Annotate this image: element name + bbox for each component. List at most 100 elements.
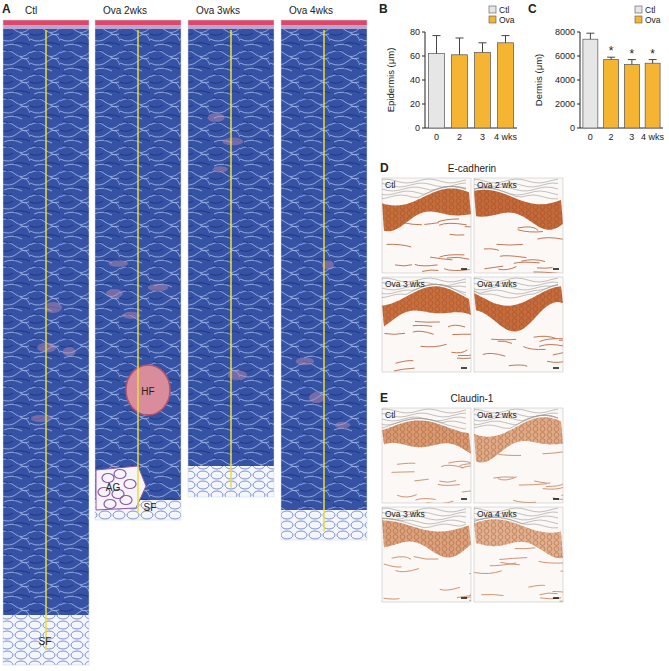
dermal-strand (440, 587, 460, 590)
error-cap (456, 38, 464, 39)
panel-label: C (528, 2, 537, 16)
y-tick (577, 32, 580, 33)
error-bar (456, 38, 464, 55)
tissue (474, 408, 563, 503)
epidermis (281, 20, 367, 25)
y-tick-label: 8000 (555, 27, 575, 37)
dermal-strand (499, 558, 527, 560)
dermal-strand (427, 501, 454, 503)
dermal-strand (424, 223, 438, 225)
dermal-strand (465, 226, 471, 228)
column-label: Ova 2wks (103, 5, 147, 16)
vessel (109, 260, 129, 267)
x-tick-label: 4 wks (641, 132, 665, 142)
histology-column: Ova 2wksHFAGSF (95, 5, 181, 520)
bar (604, 60, 619, 128)
vessel (106, 289, 123, 298)
tissue (281, 20, 367, 540)
scale-bar (553, 367, 559, 369)
vessel (222, 138, 243, 146)
vessel (148, 284, 169, 291)
dermal-strand (384, 598, 400, 600)
background (474, 507, 563, 602)
image-label: Ova 3 wks (385, 509, 425, 519)
significance: * (650, 47, 655, 61)
y-tick-label: 0 (570, 123, 575, 133)
dermal-strand (469, 572, 471, 573)
measure-line (230, 30, 232, 488)
dermal-strand (395, 265, 412, 266)
epidermis-cells (474, 286, 563, 331)
dermal-strand (498, 341, 512, 343)
dermal-strand (521, 260, 545, 262)
epidermis-cells (474, 190, 563, 230)
error-bar (502, 36, 510, 43)
y-tick (422, 56, 425, 57)
dermal-strand (513, 500, 536, 502)
dermal-strand (413, 331, 434, 334)
dermal-strand (460, 464, 471, 466)
panel-label: D (380, 161, 389, 175)
epidermis-basal (95, 25, 181, 29)
significance: * (630, 47, 635, 61)
figure: ACtlSFOva 2wksHFAGSFOva 3wksOva 4wksDE-c… (0, 0, 669, 671)
frame (474, 507, 563, 602)
background (382, 178, 471, 273)
vessel (37, 343, 56, 353)
epidermis (474, 190, 563, 230)
frame (382, 507, 471, 602)
dermal-strand (448, 325, 465, 327)
y-tick (577, 80, 580, 81)
histology-column: Ova 4wks (281, 5, 367, 540)
scale-bar (553, 268, 559, 270)
dermal-strand (447, 257, 470, 259)
panel-label: E (380, 391, 388, 405)
y-axis-label: Dermis (μm) (533, 54, 544, 106)
dermal-strand (414, 479, 428, 481)
tissue (382, 408, 471, 503)
x-tick-label: 3 (629, 132, 634, 142)
error-cap (479, 42, 487, 43)
bar-chart: C020004000600080000234 wksDermis (μm)Ctl… (528, 2, 665, 142)
frame (95, 20, 181, 520)
panel-label: A (2, 2, 11, 16)
frame (382, 178, 471, 273)
legend-swatch (489, 6, 496, 13)
dermal-strand (394, 368, 415, 371)
dermal-strand (413, 325, 432, 327)
bar (624, 64, 639, 128)
dermal-strand (518, 230, 543, 232)
error-line (482, 43, 483, 53)
dermal-strand (491, 339, 516, 341)
y-tick (422, 32, 425, 33)
tissue (382, 277, 471, 372)
dermal-strand (387, 244, 411, 247)
dermal-strand (534, 336, 557, 338)
tissue (382, 178, 471, 273)
frame (281, 20, 367, 540)
bar-chart: B0204060800234 wksEpidermis (μm)CtlOva (379, 2, 517, 142)
y-tick-label: 6000 (555, 51, 575, 61)
y-tick-label: 60 (410, 51, 420, 61)
dermal-strand (422, 270, 438, 271)
dermal-strand (402, 222, 421, 224)
error-line (459, 38, 460, 55)
x-tick-label: 0 (588, 132, 593, 142)
epidermis-cells (474, 519, 563, 558)
gland-lobule (104, 500, 116, 509)
tissue-label: AG (106, 482, 121, 493)
dermal-strand (384, 564, 402, 567)
background (474, 178, 563, 273)
dermal-strand (518, 227, 538, 231)
y-tick-label: 4000 (555, 75, 575, 85)
epidermis-cells (382, 520, 471, 557)
epidermis-cells (382, 188, 471, 231)
y-tick (422, 104, 425, 105)
bar (583, 39, 598, 128)
dermal-strand (553, 498, 563, 500)
dermal-strand (438, 484, 460, 485)
dermis (95, 20, 181, 520)
dermis (188, 20, 274, 497)
vessel (309, 392, 324, 403)
y-tick-label: 40 (410, 75, 420, 85)
